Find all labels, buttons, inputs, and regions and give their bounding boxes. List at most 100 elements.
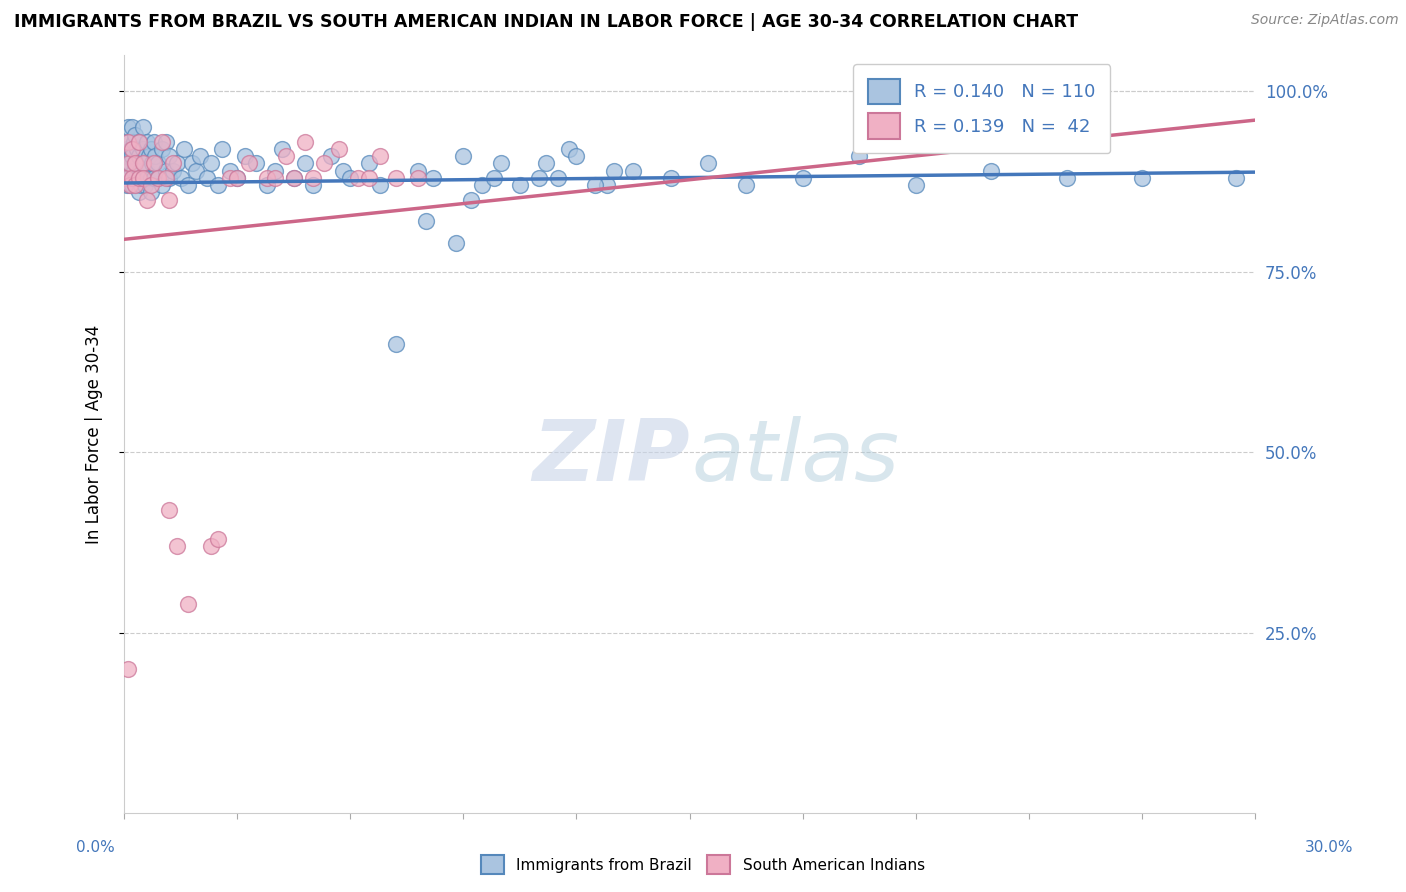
Point bbox=[139, 178, 162, 193]
Point bbox=[128, 149, 150, 163]
Point bbox=[527, 170, 550, 185]
Point bbox=[264, 163, 287, 178]
Point bbox=[121, 178, 143, 193]
Point bbox=[124, 156, 146, 170]
Point bbox=[233, 149, 256, 163]
Point bbox=[122, 135, 145, 149]
Point bbox=[659, 170, 682, 185]
Point bbox=[406, 163, 429, 178]
Point bbox=[218, 163, 240, 178]
Point bbox=[226, 170, 249, 185]
Point bbox=[155, 163, 177, 178]
Text: 30.0%: 30.0% bbox=[1305, 840, 1353, 855]
Point bbox=[188, 149, 211, 163]
Point bbox=[129, 163, 152, 178]
Point bbox=[166, 156, 188, 170]
Point bbox=[321, 149, 343, 163]
Point bbox=[200, 156, 222, 170]
Point bbox=[143, 149, 166, 163]
Point bbox=[127, 170, 149, 185]
Point bbox=[121, 120, 143, 135]
Point bbox=[117, 135, 139, 149]
Point bbox=[1130, 170, 1153, 185]
Point bbox=[980, 163, 1002, 178]
Point bbox=[256, 178, 278, 193]
Point bbox=[211, 142, 233, 156]
Point bbox=[173, 142, 195, 156]
Point bbox=[218, 170, 240, 185]
Point bbox=[312, 156, 335, 170]
Point bbox=[121, 170, 143, 185]
Point bbox=[177, 178, 200, 193]
Point bbox=[162, 163, 184, 178]
Point bbox=[121, 142, 143, 156]
Point bbox=[294, 156, 316, 170]
Text: atlas: atlas bbox=[692, 416, 900, 499]
Point bbox=[129, 178, 152, 193]
Point bbox=[128, 135, 150, 149]
Point bbox=[124, 128, 146, 142]
Point bbox=[150, 178, 173, 193]
Point bbox=[115, 156, 138, 170]
Point bbox=[143, 156, 166, 170]
Point bbox=[301, 170, 323, 185]
Point bbox=[138, 149, 160, 163]
Point bbox=[117, 163, 139, 178]
Point bbox=[166, 539, 188, 553]
Y-axis label: In Labor Force | Age 30-34: In Labor Force | Age 30-34 bbox=[86, 325, 103, 544]
Point bbox=[120, 142, 142, 156]
Point bbox=[124, 178, 146, 193]
Point bbox=[146, 170, 169, 185]
Point bbox=[132, 170, 155, 185]
Point bbox=[128, 170, 150, 185]
Point bbox=[339, 170, 361, 185]
Point bbox=[157, 170, 180, 185]
Point bbox=[143, 135, 166, 149]
Point bbox=[509, 178, 531, 193]
Point bbox=[453, 149, 475, 163]
Point bbox=[595, 178, 617, 193]
Point bbox=[697, 156, 720, 170]
Point bbox=[177, 597, 200, 611]
Point bbox=[200, 539, 222, 553]
Point bbox=[471, 178, 494, 193]
Point bbox=[114, 170, 136, 185]
Point bbox=[139, 170, 162, 185]
Point bbox=[276, 149, 298, 163]
Point bbox=[157, 193, 180, 207]
Point bbox=[118, 149, 141, 163]
Point bbox=[118, 178, 141, 193]
Point bbox=[115, 170, 138, 185]
Point bbox=[207, 178, 229, 193]
Point bbox=[283, 170, 305, 185]
Point bbox=[238, 156, 260, 170]
Point bbox=[583, 178, 606, 193]
Point bbox=[536, 156, 558, 170]
Point bbox=[245, 156, 267, 170]
Point bbox=[482, 170, 505, 185]
Point bbox=[406, 170, 429, 185]
Point bbox=[127, 142, 149, 156]
Point bbox=[117, 135, 139, 149]
Point bbox=[384, 337, 406, 351]
Point bbox=[118, 156, 141, 170]
Point bbox=[328, 142, 350, 156]
Point bbox=[132, 120, 155, 135]
Point bbox=[792, 170, 814, 185]
Point bbox=[264, 170, 287, 185]
Point bbox=[735, 178, 758, 193]
Point bbox=[118, 170, 141, 185]
Point bbox=[135, 193, 157, 207]
Point bbox=[547, 170, 569, 185]
Point bbox=[1225, 170, 1247, 185]
Point bbox=[294, 135, 316, 149]
Point bbox=[117, 662, 139, 676]
Point bbox=[155, 135, 177, 149]
Point bbox=[359, 156, 381, 170]
Text: ZIP: ZIP bbox=[531, 416, 689, 499]
Point bbox=[135, 163, 157, 178]
Point bbox=[384, 170, 406, 185]
Point bbox=[301, 178, 323, 193]
Point bbox=[170, 170, 193, 185]
Point bbox=[132, 156, 155, 170]
